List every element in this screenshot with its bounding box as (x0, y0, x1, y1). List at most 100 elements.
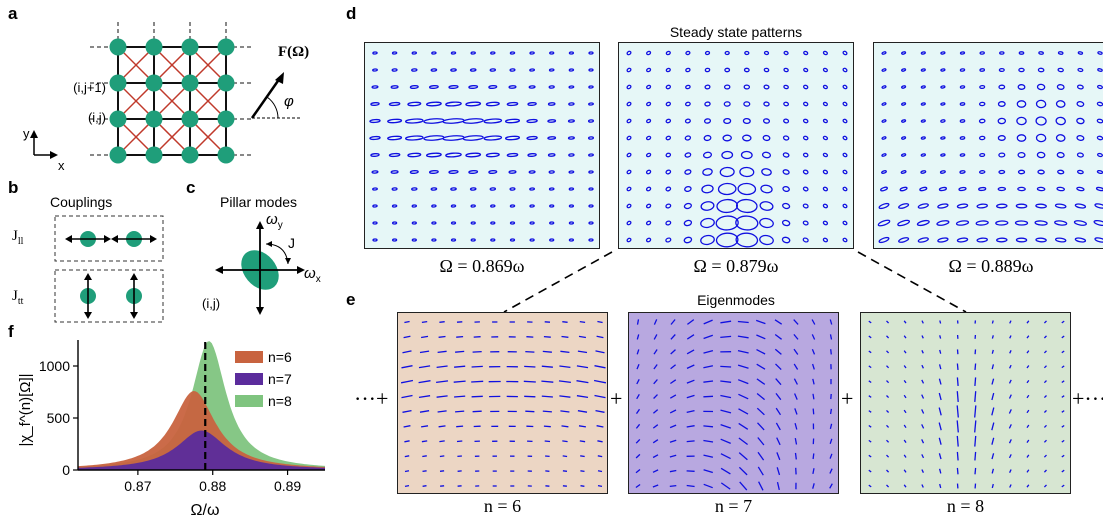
mode-vector (597, 440, 603, 443)
lattice-node (181, 38, 199, 56)
mode-vector (669, 454, 677, 458)
mode-vector (886, 395, 890, 399)
mode-vector (1008, 439, 1012, 444)
mode-vector (921, 409, 925, 414)
mode-vector (938, 407, 942, 416)
mode-vector (938, 364, 942, 370)
ellipse-field (877, 51, 1103, 244)
polarization-ellipse (490, 221, 496, 225)
polarization-ellipse (485, 101, 500, 107)
mode-vector (830, 349, 832, 355)
pattern-label-3: Ω = 0.889ω (948, 256, 1034, 276)
couplings-diagram (54, 215, 164, 323)
mode-vector (436, 365, 448, 369)
polarization-ellipse (548, 68, 555, 72)
mode-vector (404, 320, 410, 324)
polarization-ellipse (488, 170, 498, 174)
mode-vector (669, 439, 677, 443)
polarization-ellipse (1096, 118, 1103, 124)
polarization-ellipse (528, 170, 536, 174)
polarization-ellipse (978, 186, 987, 192)
polarization-ellipse (391, 187, 398, 191)
polarization-ellipse (509, 204, 516, 208)
mode-vector (561, 335, 569, 338)
polarization-ellipse (881, 68, 887, 72)
polarization-ellipse (411, 187, 418, 191)
mode-vector (653, 319, 658, 325)
polarization-ellipse (548, 187, 555, 191)
mode-vector (576, 380, 589, 384)
lattice-node (145, 38, 163, 56)
mode-vector (1061, 469, 1065, 473)
polarization-ellipse (802, 152, 809, 158)
mode-vector (686, 334, 695, 340)
mode-vector (636, 319, 640, 325)
polarization-ellipse (529, 51, 535, 55)
mode-vector (756, 407, 765, 416)
polarization-ellipse (665, 50, 671, 56)
polarization-ellipse (529, 68, 536, 72)
polarization-ellipse (901, 119, 907, 123)
polarization-ellipse (702, 151, 713, 159)
mode-vector (559, 395, 571, 398)
mode-vector (636, 349, 640, 355)
polarization-ellipse (881, 153, 887, 157)
polarization-ellipse (450, 238, 457, 242)
mode-vector (597, 455, 603, 458)
polarization-ellipse (959, 51, 966, 55)
polarization-ellipse (1036, 186, 1046, 192)
polarization-ellipse (822, 220, 829, 226)
polarization-ellipse (665, 118, 672, 124)
polarization-ellipse (920, 153, 927, 157)
sum-plus-2: + (841, 386, 854, 411)
mode-vector (991, 364, 995, 370)
mode-vector (868, 335, 872, 339)
polarization-ellipse (506, 152, 519, 158)
mode-vector (669, 424, 677, 429)
mode-vector (595, 409, 605, 413)
mode-vector (956, 435, 959, 447)
polarization-ellipse (391, 204, 398, 208)
polarization-ellipse (783, 84, 789, 90)
polarization-ellipse (645, 152, 652, 158)
mode-vector (636, 334, 640, 340)
polarization-ellipse (762, 134, 771, 142)
mode-vector (669, 484, 677, 488)
mode-vector (956, 391, 959, 402)
polarization-ellipse (898, 237, 910, 243)
mode-vector (438, 425, 446, 428)
polarization-ellipse (442, 118, 465, 124)
polarization-ellipse (1015, 237, 1028, 243)
polarization-ellipse (920, 51, 926, 55)
polarization-ellipse (802, 135, 809, 141)
mode-vector (577, 350, 588, 354)
polarization-ellipse (743, 67, 750, 73)
mode-vector (720, 409, 732, 414)
polarization-ellipse (588, 68, 594, 72)
polarization-ellipse (978, 135, 986, 141)
polarization-ellipse (626, 237, 632, 243)
polarization-ellipse (685, 84, 691, 90)
polarization-ellipse (665, 101, 671, 107)
polarization-ellipse (702, 168, 713, 176)
mode-vector (738, 408, 749, 415)
mode-vector (774, 333, 782, 340)
polarization-ellipse (568, 51, 575, 55)
polarization-ellipse (735, 198, 758, 214)
mode-vector (703, 395, 714, 398)
polarization-ellipse (959, 153, 966, 157)
polarization-ellipse (881, 85, 887, 89)
mode-label-7: n = 7 (714, 496, 753, 516)
polarization-ellipse (646, 84, 652, 90)
polarization-ellipse (509, 51, 516, 55)
polarization-ellipse (802, 118, 809, 124)
polarization-ellipse (465, 152, 482, 158)
response-chart: 0.87 0.88 0.89 0 500 1000 n=6 n=7 n=8 Ω/ω |χ_f^… (17, 340, 325, 519)
polarization-ellipse (940, 119, 946, 123)
mode-vector (938, 422, 942, 431)
polarization-ellipse (568, 221, 575, 225)
polarization-ellipse (665, 135, 672, 141)
polarization-ellipse (940, 136, 946, 140)
mode-vector (1043, 469, 1047, 473)
polarization-ellipse (721, 150, 734, 160)
